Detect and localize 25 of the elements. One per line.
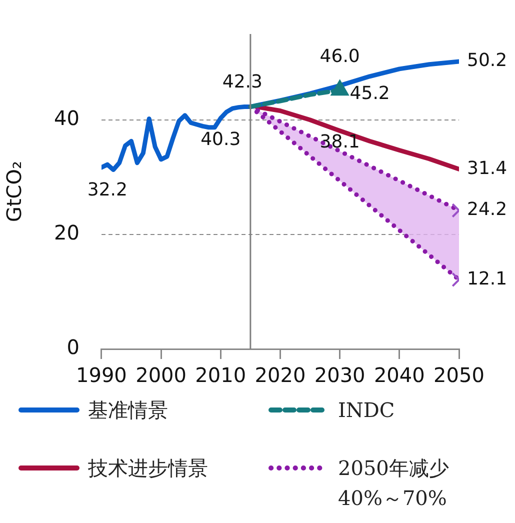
y-tick-label: 20 xyxy=(54,220,80,245)
x-tick-label: 1990 xyxy=(76,363,127,388)
x-tick-label: 2030 xyxy=(314,363,366,388)
annotation: 31.4 xyxy=(467,158,508,179)
annotation: 38.1 xyxy=(320,131,360,152)
x-tick-label: 2050 xyxy=(434,363,484,388)
y-tick-label: 40 xyxy=(54,106,80,130)
legend-label: 基准情景 xyxy=(88,397,168,424)
legend-label: 技术进步情景 xyxy=(88,455,208,482)
y-tick-label: 0 xyxy=(66,335,80,360)
x-tick-label: 2000 xyxy=(136,363,186,388)
annotation: 45.2 xyxy=(350,82,390,104)
annotation: 32.2 xyxy=(87,179,128,200)
y-axis-title: GtCO₂ xyxy=(2,160,26,222)
annotation: 24.2 xyxy=(467,199,508,220)
legend-label: 2050年减少40%～70% xyxy=(338,455,450,512)
annotation: 46.0 xyxy=(320,46,360,68)
x-tick-label: 2040 xyxy=(374,363,425,388)
annotation: 42.3 xyxy=(222,71,262,92)
x-tick-label: 2010 xyxy=(195,363,246,388)
annotation: 40.3 xyxy=(200,128,241,150)
legend-label: INDC xyxy=(338,397,395,424)
annotation: 12.1 xyxy=(467,268,508,290)
x-tick-label: 2020 xyxy=(254,363,306,388)
annotation: 50.2 xyxy=(467,50,508,72)
